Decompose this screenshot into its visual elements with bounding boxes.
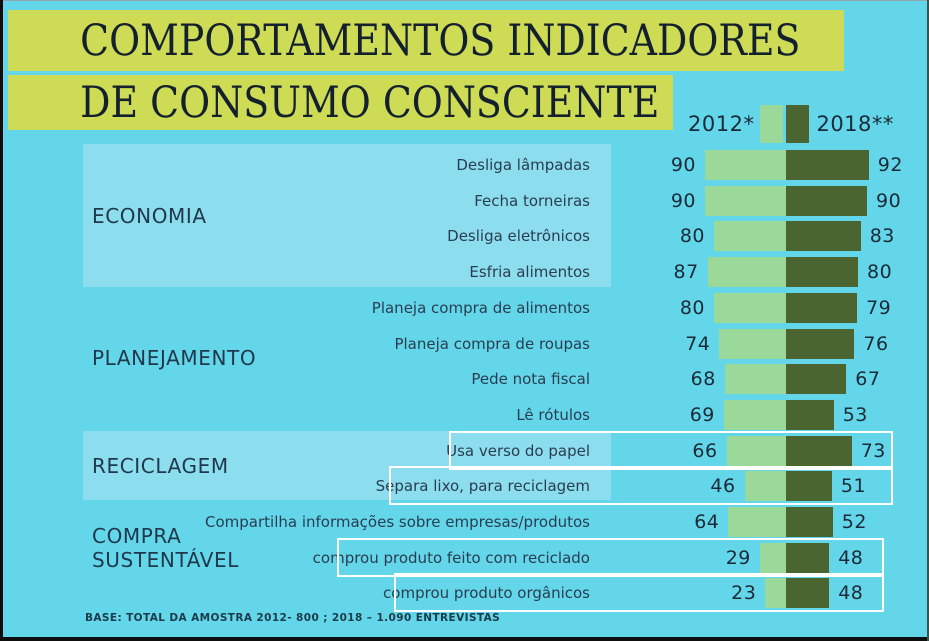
value-2012-label: 90 <box>670 189 696 212</box>
bar-2012 <box>705 150 786 180</box>
frame-border-right <box>927 0 929 641</box>
bar-2018 <box>786 257 858 288</box>
value-2018-label: 51 <box>840 475 867 498</box>
value-2012-label: 29 <box>725 546 751 569</box>
row-label: Usa verso do papel <box>446 441 590 460</box>
row-label: Desliga eletrônicos <box>447 227 590 246</box>
title-bar-line1: COMPORTAMENTOS INDICADORES <box>8 10 844 71</box>
row-label: comprou produto orgânicos <box>383 584 590 603</box>
value-2018-label: 80 <box>867 261 893 284</box>
value-2018-label: 76 <box>863 332 889 355</box>
value-2012-label: 46 <box>710 475 736 498</box>
value-2018-label: 53 <box>842 403 868 426</box>
bar-2012 <box>707 257 786 288</box>
value-2018-label: 92 <box>877 154 903 176</box>
value-2012-label: 80 <box>679 225 705 248</box>
category-label-economia: ECONOMIA <box>92 204 207 228</box>
highlight-box <box>394 573 884 613</box>
value-2012-label: 80 <box>679 296 705 319</box>
value-2012-label: 68 <box>690 368 716 391</box>
value-2018-label: 67 <box>855 368 881 391</box>
row-label: Fecha torneiras <box>474 191 590 210</box>
value-2018-label: 48 <box>838 546 864 569</box>
value-2018-label: 52 <box>841 511 867 533</box>
bar-2012 <box>714 221 786 252</box>
highlight-box <box>449 430 893 470</box>
row-label: Lê rótulos <box>516 405 590 424</box>
category-label-reciclagem: RECICLAGEM <box>92 454 229 478</box>
legend-2018-label: 2018** <box>816 112 894 136</box>
bar-2018 <box>786 399 834 430</box>
value-2018-label: 79 <box>866 296 892 319</box>
legend-2012-label: 2012* <box>688 112 755 136</box>
page-title-line1: COMPORTAMENTOS INDICADORES <box>80 15 801 66</box>
footer-base-note: BASE: TOTAL DA AMOSTRA 2012- 800 ; 2018 … <box>85 612 501 624</box>
bar-2012 <box>705 185 786 216</box>
category-label-planejamento: PLANEJAMENTO <box>92 346 257 370</box>
bar-2012 <box>759 542 786 573</box>
bar-2018 <box>786 221 861 252</box>
row-label: Planeja compra de alimentos <box>371 298 590 317</box>
bar-2018 <box>786 150 869 180</box>
category-label-compra-sustent-vel: COMPRA SUSTENTÁVEL <box>92 524 239 572</box>
category-block-reciclagem <box>83 431 611 500</box>
title-bar-line2: DE CONSUMO CONSCIENTE <box>8 75 673 130</box>
bar-2018 <box>786 328 855 359</box>
row-label: comprou produto feito com reciclado <box>312 548 590 567</box>
value-2018-label: 83 <box>869 225 895 248</box>
row-label: Planeja compra de roupas <box>394 334 590 353</box>
row-label: Pede nota fiscal <box>471 370 590 389</box>
bar-2018 <box>786 542 830 573</box>
category-block-economia <box>83 144 611 287</box>
value-2012-label: 23 <box>731 582 757 605</box>
bar-2018 <box>786 364 847 395</box>
bar-2018 <box>786 292 858 323</box>
row-label: Desliga lâmpadas <box>456 156 590 174</box>
value-2018-label: 48 <box>838 582 864 605</box>
value-2018-label: 73 <box>860 439 886 462</box>
frame-border-top <box>0 0 929 1</box>
value-2012-label: 74 <box>685 332 711 355</box>
legend-2012-swatch <box>760 105 784 143</box>
bar-2012 <box>719 328 786 359</box>
row-label: Compartilha informações sobre empresas/p… <box>205 513 590 531</box>
row-label: Separa lixo, para reciclagem <box>375 477 590 496</box>
bar-2012 <box>744 471 786 502</box>
bar-2012 <box>723 399 786 430</box>
value-2012-label: 69 <box>689 403 715 426</box>
bar-2012 <box>765 578 786 609</box>
page-title-line2: DE CONSUMO CONSCIENTE <box>80 77 660 128</box>
bar-2012 <box>726 435 786 466</box>
bar-2018 <box>786 435 852 466</box>
legend: 2012* 2018** <box>688 104 894 144</box>
frame-border-left <box>0 0 3 641</box>
value-2012-label: 87 <box>673 261 699 284</box>
bar-2018 <box>786 185 867 216</box>
bar-2018 <box>786 507 833 537</box>
bar-2018 <box>786 471 832 502</box>
highlight-box <box>389 466 893 506</box>
legend-2018-swatch <box>786 105 810 143</box>
bar-2012 <box>714 292 786 323</box>
bar-2012 <box>724 364 786 395</box>
bar-2018 <box>786 578 830 609</box>
bar-2012 <box>728 507 786 537</box>
value-2012-label: 90 <box>670 154 696 176</box>
value-2012-label: 66 <box>692 439 718 462</box>
value-2012-label: 64 <box>694 511 720 533</box>
row-label: Esfria alimentos <box>469 263 590 282</box>
frame-border-bottom <box>0 637 929 641</box>
value-2018-label: 90 <box>876 189 902 212</box>
highlight-box <box>337 537 884 577</box>
